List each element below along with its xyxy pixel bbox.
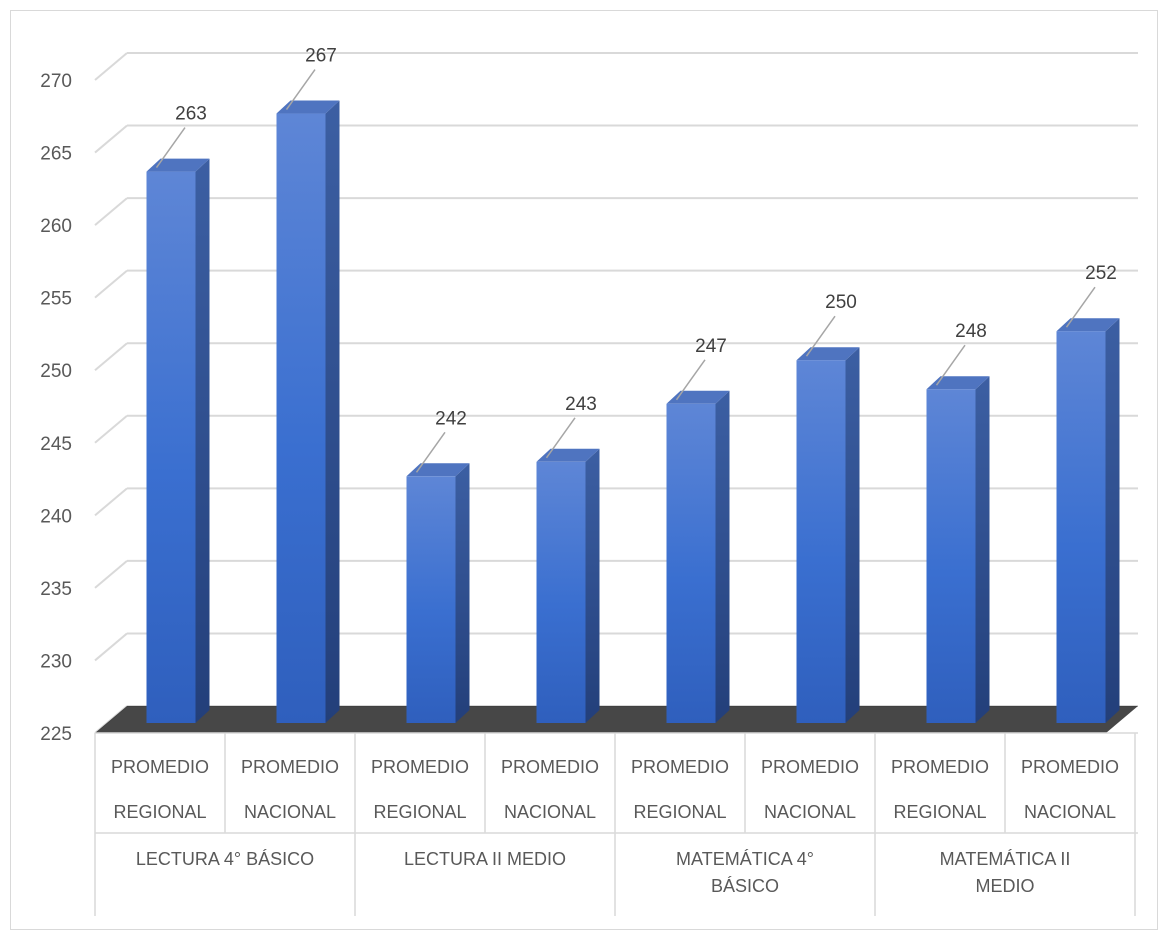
x-tick-label: PROMEDIO xyxy=(761,757,859,777)
bar xyxy=(536,461,586,723)
bar-side xyxy=(975,376,990,723)
bar-top xyxy=(146,158,210,172)
data-label-leader xyxy=(285,69,316,110)
bar-side xyxy=(715,390,730,723)
data-label-leader xyxy=(545,417,576,459)
bar-top xyxy=(406,463,470,477)
y-tick-label: 265 xyxy=(40,144,72,165)
bar-side xyxy=(455,463,470,723)
x-tick-label: NACIONAL xyxy=(244,802,336,822)
data-label-leader xyxy=(805,315,836,357)
bar-top xyxy=(276,100,340,114)
group-label: MATEMÁTICA II xyxy=(940,849,1071,869)
bar-top xyxy=(536,448,600,462)
grid-perspective-line xyxy=(94,415,128,444)
y-tick-label: 240 xyxy=(40,506,72,527)
group-label: MATEMÁTICA 4° xyxy=(676,849,814,869)
bar xyxy=(926,389,976,723)
grid-perspective-line xyxy=(94,52,128,81)
group-label: MEDIO xyxy=(975,876,1034,896)
bar-side xyxy=(845,347,860,723)
data-label-leader xyxy=(155,127,186,169)
x-tick-label: NACIONAL xyxy=(764,802,856,822)
x-tick-label: PROMEDIO xyxy=(371,757,469,777)
x-tick-label: NACIONAL xyxy=(1024,802,1116,822)
data-label: 242 xyxy=(435,408,467,429)
data-label-leader xyxy=(415,431,446,473)
grid-perspective-line xyxy=(94,560,128,589)
data-label: 252 xyxy=(1085,263,1117,284)
bar-side xyxy=(585,448,600,723)
bar-side xyxy=(1105,318,1120,723)
x-tick-label: PROMEDIO xyxy=(891,757,989,777)
y-tick-label: 255 xyxy=(40,289,72,310)
group-label: LECTURA 4° BÁSICO xyxy=(136,849,314,869)
data-label-leader xyxy=(675,359,706,401)
bar-top xyxy=(796,347,860,361)
data-label: 247 xyxy=(695,336,727,357)
bar xyxy=(796,360,846,723)
y-tick-label: 260 xyxy=(40,216,72,237)
bar-top xyxy=(666,390,730,404)
bar-top xyxy=(926,376,990,390)
x-tick-label: PROMEDIO xyxy=(501,757,599,777)
data-label: 263 xyxy=(175,104,207,125)
x-tick-label: REGIONAL xyxy=(893,802,986,822)
grid-perspective-line xyxy=(94,487,128,517)
x-tick-label: PROMEDIO xyxy=(1021,757,1119,777)
grid-perspective-line xyxy=(94,197,128,226)
x-tick-label: PROMEDIO xyxy=(631,757,729,777)
y-tick-label: 225 xyxy=(40,724,72,745)
bar xyxy=(666,403,716,723)
y-tick-label: 270 xyxy=(40,71,72,92)
grid-perspective-line xyxy=(94,342,128,371)
data-label: 248 xyxy=(955,321,987,342)
grid-perspective-line xyxy=(94,269,128,299)
x-tick-label: REGIONAL xyxy=(373,802,466,822)
bar-top xyxy=(1056,318,1120,332)
bar-side xyxy=(195,158,210,724)
data-label-leader xyxy=(935,344,966,386)
bar xyxy=(276,113,326,724)
data-label: 250 xyxy=(825,292,857,313)
grid-perspective-line xyxy=(94,124,128,154)
bar xyxy=(146,171,196,724)
x-tick-label: PROMEDIO xyxy=(111,757,209,777)
bar-side xyxy=(325,100,340,724)
x-tick-label: REGIONAL xyxy=(113,802,206,822)
data-label-leader xyxy=(1065,286,1096,328)
data-label: 267 xyxy=(305,46,337,67)
bar xyxy=(1056,331,1106,723)
grid-perspective-line xyxy=(94,632,128,662)
x-tick-label: REGIONAL xyxy=(633,802,726,822)
data-label: 243 xyxy=(565,394,597,415)
y-tick-label: 235 xyxy=(40,579,72,600)
y-tick-label: 230 xyxy=(40,651,72,672)
floor-shadow xyxy=(95,706,1138,733)
group-label: BÁSICO xyxy=(711,876,779,896)
x-tick-label: NACIONAL xyxy=(504,802,596,822)
y-tick-label: 250 xyxy=(40,361,72,382)
bar xyxy=(406,476,456,723)
y-tick-label: 245 xyxy=(40,434,72,455)
group-label: LECTURA II MEDIO xyxy=(404,849,566,869)
x-tick-label: PROMEDIO xyxy=(241,757,339,777)
